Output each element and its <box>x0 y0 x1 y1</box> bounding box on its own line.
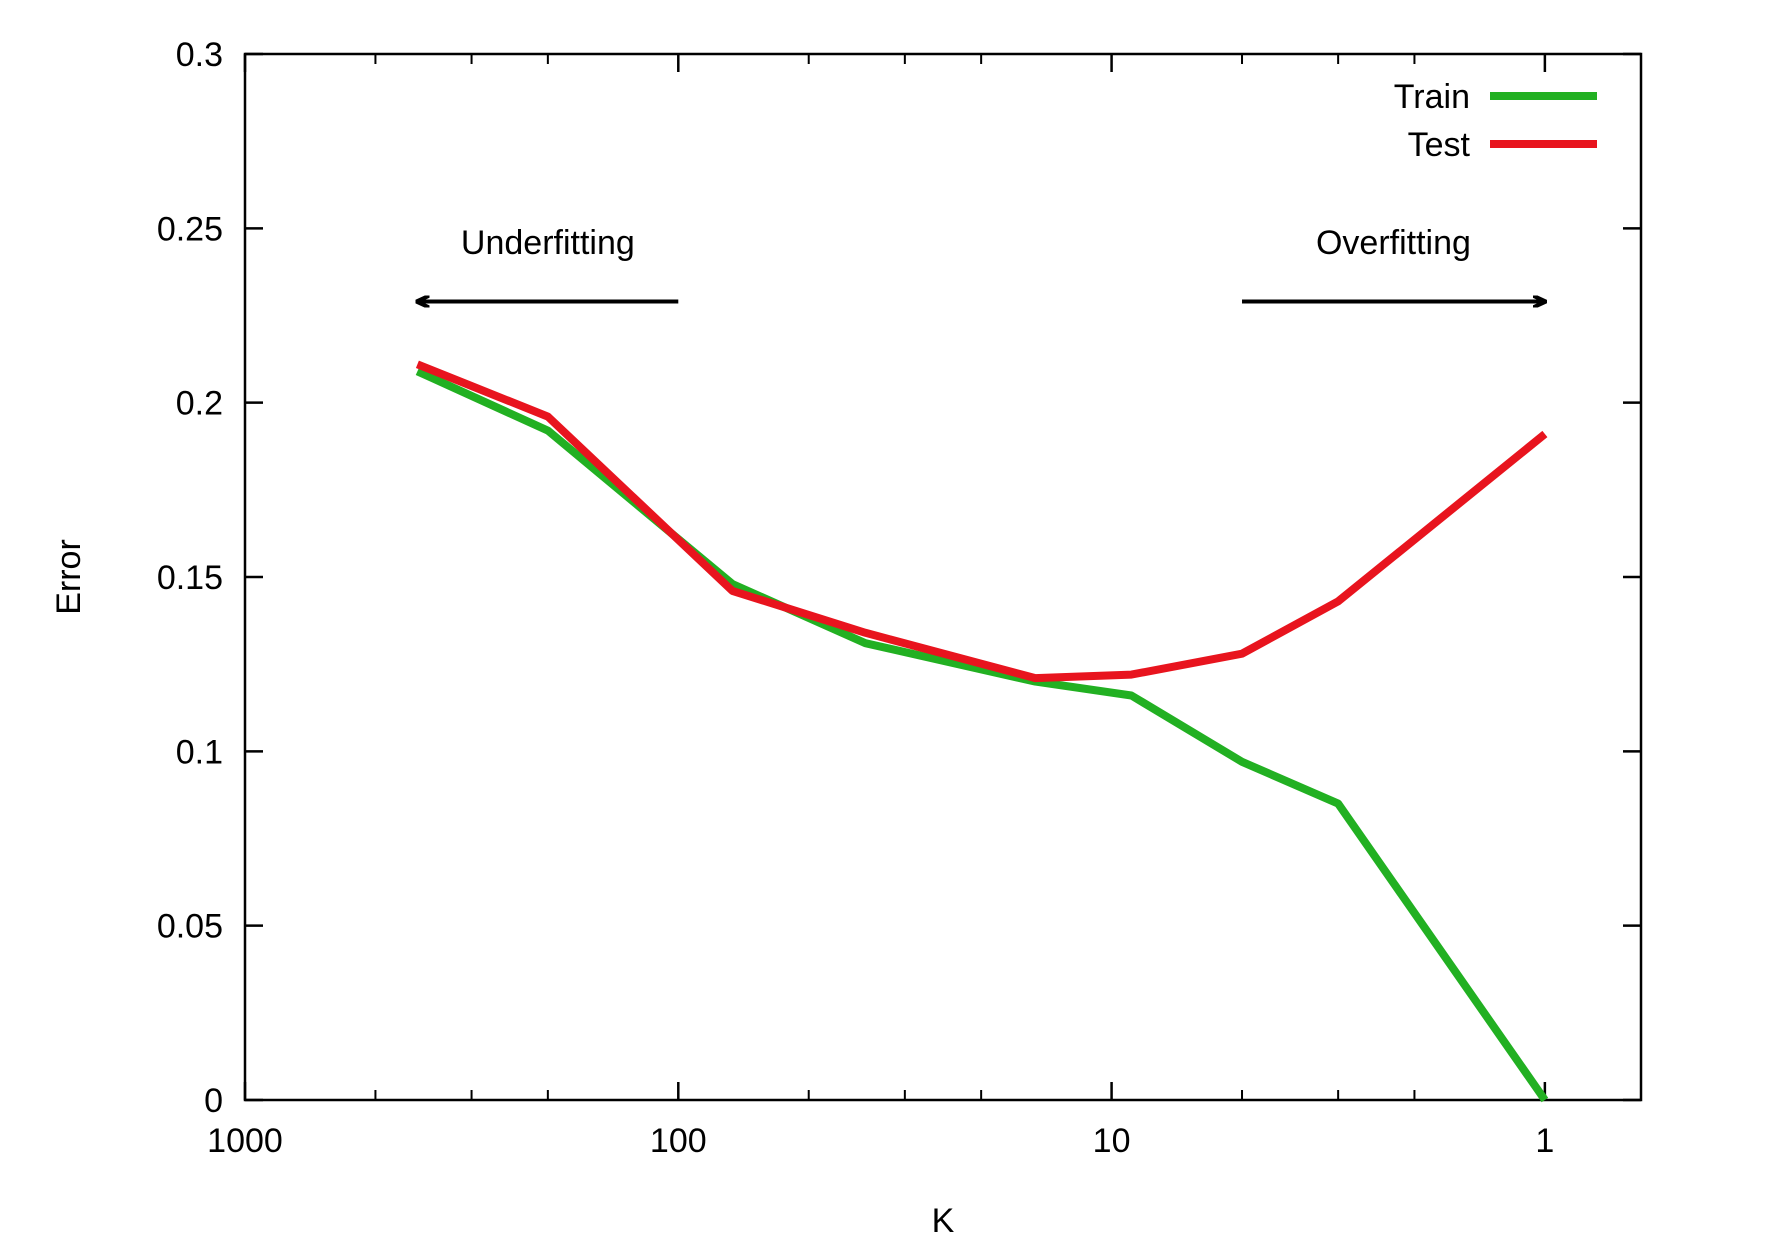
y-tick-label: 0 <box>204 1082 223 1120</box>
y-tick-label: 0.25 <box>157 210 223 248</box>
x-axis-title: K <box>932 1202 955 1240</box>
y-axis-title: Error <box>50 539 88 615</box>
y-tick-label: 0.1 <box>176 733 223 771</box>
x-tick-label: 1000 <box>207 1122 283 1160</box>
series-line-train <box>415 367 1549 1103</box>
legend: Train Test <box>1394 78 1597 164</box>
legend-label: Train <box>1394 78 1470 116</box>
x-tick-label: 10 <box>1093 1122 1131 1160</box>
axis-ticks <box>243 52 1641 1102</box>
axis-tick-labels: 0 0.05 0.1 0.15 0.2 0.25 0.3 1000 100 10 1 <box>157 36 1555 1160</box>
y-tick-label: 0.05 <box>157 908 223 946</box>
y-tick-label: 0.3 <box>176 36 223 74</box>
x-tick-label: 100 <box>650 1122 707 1160</box>
y-tick-label: 0.2 <box>176 385 223 423</box>
y-tick-label: 0.15 <box>157 559 223 597</box>
annotation-label: Overfitting <box>1316 224 1471 262</box>
series-lines <box>415 360 1549 1103</box>
annotations: Underfitting Overfitting <box>417 224 1544 302</box>
series-line-test <box>415 360 1548 683</box>
legend-label: Test <box>1408 126 1471 164</box>
annotation-label: Underfitting <box>461 224 635 262</box>
x-tick-label: 1 <box>1535 1122 1554 1160</box>
